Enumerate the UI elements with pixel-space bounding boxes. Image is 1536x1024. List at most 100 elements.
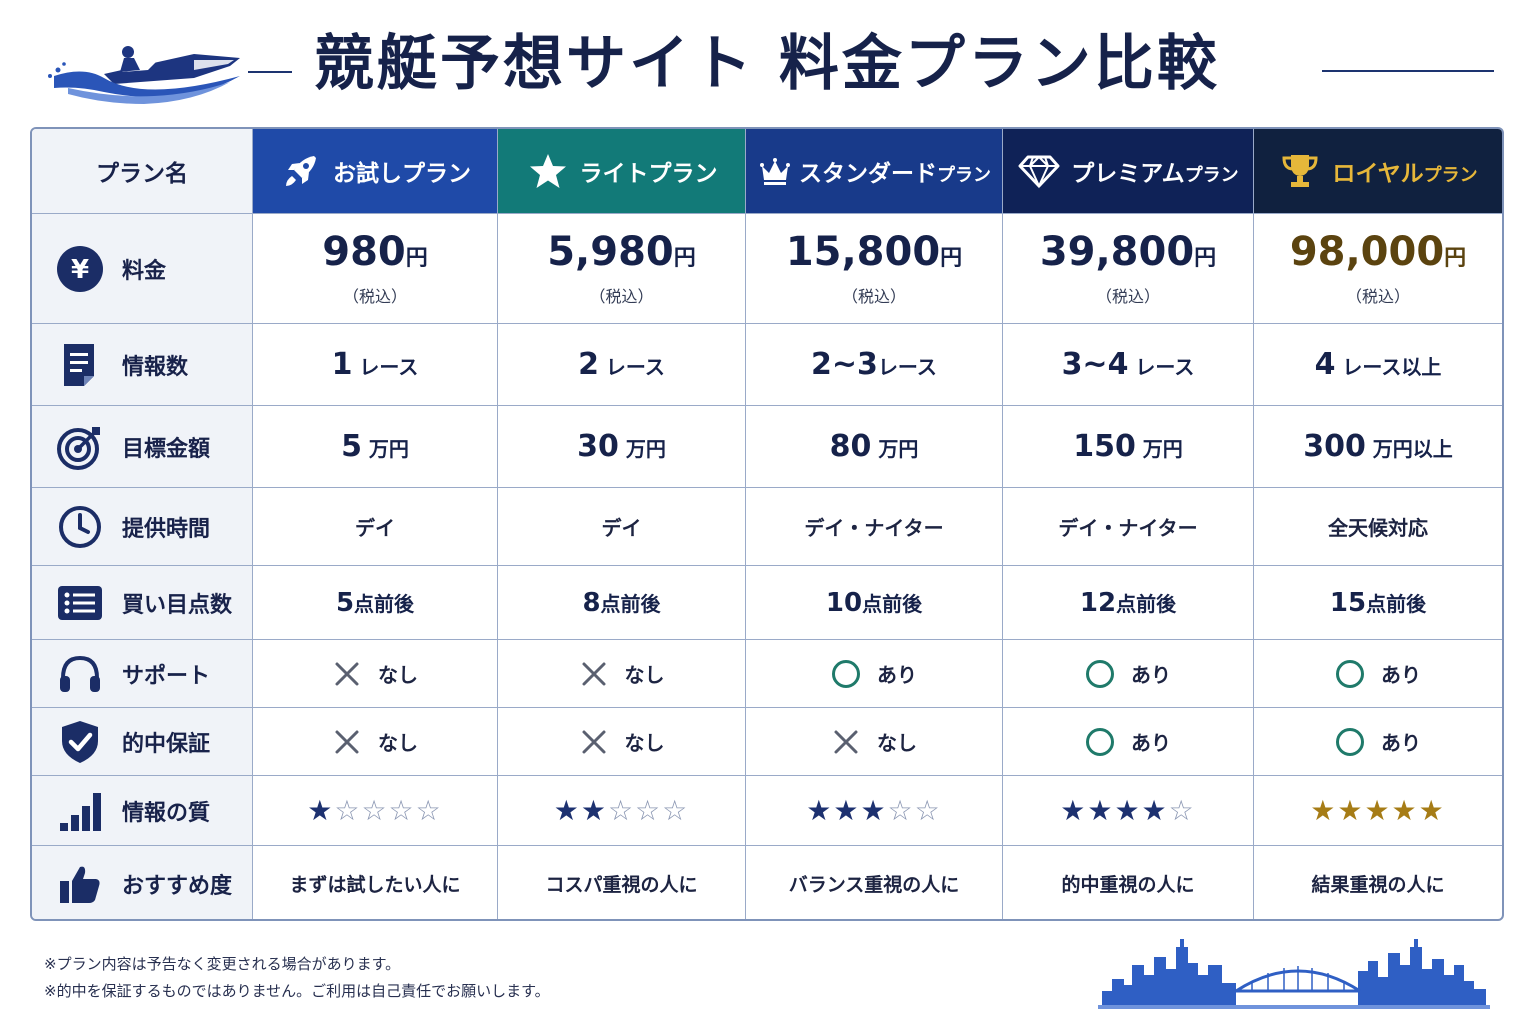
- crown-icon: [757, 149, 793, 193]
- quality-cell: ★★★☆☆: [745, 776, 1002, 845]
- quality-cell: ★★☆☆☆: [497, 776, 745, 845]
- row-support: サポート なし なし あり あり あり: [32, 639, 1502, 707]
- circle-mark-icon: [1085, 727, 1115, 757]
- recommend-cell: 的中重視の人に: [1002, 846, 1253, 919]
- price-cell-royal: 98,000円 （税込）: [1253, 214, 1502, 323]
- target-cell: 30 万円: [497, 406, 745, 487]
- time-cell: デイ: [497, 488, 745, 565]
- star-rating: ★☆☆☆☆: [307, 794, 443, 827]
- page-title: 競艇予想サイト 料金プラン比較: [314, 29, 1220, 99]
- label-time: 提供時間: [122, 516, 211, 542]
- footnote: ※プラン内容は予告なく変更される場合があります。: [44, 955, 401, 973]
- plan-header-trial: お試しプラン: [252, 129, 497, 213]
- star-empty-icon: ☆: [607, 794, 636, 827]
- support-cell: なし: [252, 640, 497, 707]
- star-empty-icon: ☆: [662, 794, 690, 827]
- row-info-count: 情報数 1 レース 2 レース 2~3レース 3~4 レース 4 レース以上: [32, 323, 1502, 405]
- thumbs-up-icon: [54, 858, 106, 910]
- plan-header-standard: スタンダードプラン: [745, 129, 1002, 213]
- points-cell: 8点前後: [497, 566, 745, 639]
- rocket-icon: [279, 149, 323, 193]
- support-cell: あり: [1002, 640, 1253, 707]
- star-rating: ★★★★☆: [1060, 794, 1196, 827]
- circle-mark-icon: [831, 659, 861, 689]
- price-value: 39,800円: [1039, 229, 1217, 275]
- star-filled-icon: ★: [1337, 794, 1365, 827]
- header-label-cell: プラン名: [32, 129, 252, 213]
- star-filled-icon: ★: [580, 794, 608, 827]
- plan-name-royal: ロイヤルプラン: [1332, 161, 1478, 187]
- star-rating: ★★★★★: [1310, 794, 1446, 827]
- plan-name-premium: プレミアムプラン: [1071, 161, 1239, 187]
- row-quality: 情報の質 ★☆☆☆☆ ★★☆☆☆ ★★★☆☆ ★★★★☆ ★★★★★: [32, 775, 1502, 845]
- guarantee-cell: なし: [745, 708, 1002, 775]
- label-cell-points: 買い目点数: [32, 566, 252, 639]
- star-filled-icon: ★: [1141, 794, 1169, 827]
- support-cell: あり: [1253, 640, 1502, 707]
- time-cell: 全天候対応: [1253, 488, 1502, 565]
- plan-header-premium: プレミアムプラン: [1002, 129, 1253, 213]
- svg-text:¥: ¥: [71, 255, 89, 285]
- star-filled-icon: ★: [1364, 794, 1392, 827]
- support-cell: なし: [497, 640, 745, 707]
- label-support: サポート: [122, 663, 211, 689]
- label-recommend: おすすめ度: [122, 873, 233, 899]
- star-filled-icon: ★: [833, 794, 861, 827]
- star-filled-icon: ★: [307, 794, 335, 827]
- cross-mark-icon: [332, 659, 362, 689]
- label-cell-info-count: 情報数: [32, 324, 252, 405]
- label-cell-support: サポート: [32, 640, 252, 707]
- row-price: ¥ 料金 980円 （税込） 5,980円 （税込） 15,800円 （税込） …: [32, 213, 1502, 323]
- star-empty-icon: ☆: [914, 794, 942, 827]
- target-cell: 150 万円: [1002, 406, 1253, 487]
- cross-mark-icon: [579, 659, 609, 689]
- guarantee-cell: なし: [252, 708, 497, 775]
- price-cell-standard: 15,800円 （税込）: [745, 214, 1002, 323]
- star-empty-icon: ☆: [388, 794, 416, 827]
- trophy-icon: [1278, 149, 1322, 193]
- recommend-cell: 結果重視の人に: [1253, 846, 1502, 919]
- price-value: 5,980円: [547, 229, 696, 275]
- row-time: 提供時間 デイ デイ デイ・ナイター デイ・ナイター 全天候対応: [32, 487, 1502, 565]
- star-rating: ★★☆☆☆: [554, 794, 690, 827]
- guarantee-cell: なし: [497, 708, 745, 775]
- star-filled-icon: ★: [553, 794, 581, 827]
- list-icon: [54, 577, 106, 629]
- cross-mark-icon: [579, 727, 609, 757]
- label-cell-time: 提供時間: [32, 488, 252, 565]
- header-label: プラン名: [96, 161, 188, 187]
- circle-mark-icon: [1335, 727, 1365, 757]
- tax-note: （税込）: [342, 287, 407, 306]
- price-value: 15,800円: [785, 229, 963, 275]
- clock-icon: [54, 501, 106, 553]
- price-cell-light: 5,980円 （税込）: [497, 214, 745, 323]
- row-target: 目標金額 5 万円 30 万円 80 万円 150 万円 300 万円以上: [32, 405, 1502, 487]
- plan-header-royal: ロイヤルプラン: [1253, 129, 1502, 213]
- plan-header-light: ライトプラン: [497, 129, 745, 213]
- info-count-cell: 3~4 レース: [1002, 324, 1253, 405]
- label-info-count: 情報数: [122, 354, 189, 380]
- star-icon: [526, 149, 570, 193]
- points-cell: 5点前後: [252, 566, 497, 639]
- city-skyline-icon: [1098, 939, 1490, 1009]
- cross-mark-icon: [831, 727, 861, 757]
- points-cell: 10点前後: [745, 566, 1002, 639]
- info-count-cell: 1 レース: [252, 324, 497, 405]
- circle-mark-icon: [1085, 659, 1115, 689]
- shield-check-icon: [54, 716, 106, 768]
- label-cell-quality: 情報の質: [32, 776, 252, 845]
- price-value: 980円: [322, 229, 428, 275]
- label-cell-recommend: おすすめ度: [32, 846, 252, 919]
- plan-comparison-table: プラン名 お試しプラン ライトプラン スタンダードプラン プレミアムプラン: [30, 127, 1504, 921]
- time-cell: デイ・ナイター: [1002, 488, 1253, 565]
- star-empty-icon: ☆: [887, 794, 915, 827]
- label-quality: 情報の質: [122, 800, 211, 826]
- footnotes: ※プラン内容は予告なく変更される場合があります。 ※的中を保証するものではありま…: [44, 951, 550, 1005]
- row-recommend: おすすめ度 まずは試したい人に コスパ重視の人に バランス重視の人に 的中重視の…: [32, 845, 1502, 919]
- tax-note: （税込）: [589, 287, 654, 306]
- recommend-cell: コスパ重視の人に: [497, 846, 745, 919]
- star-filled-icon: ★: [1391, 794, 1419, 827]
- info-count-cell: 2 レース: [497, 324, 745, 405]
- star-filled-icon: ★: [1060, 794, 1088, 827]
- row-guarantee: 的中保証 なし なし なし あり あり: [32, 707, 1502, 775]
